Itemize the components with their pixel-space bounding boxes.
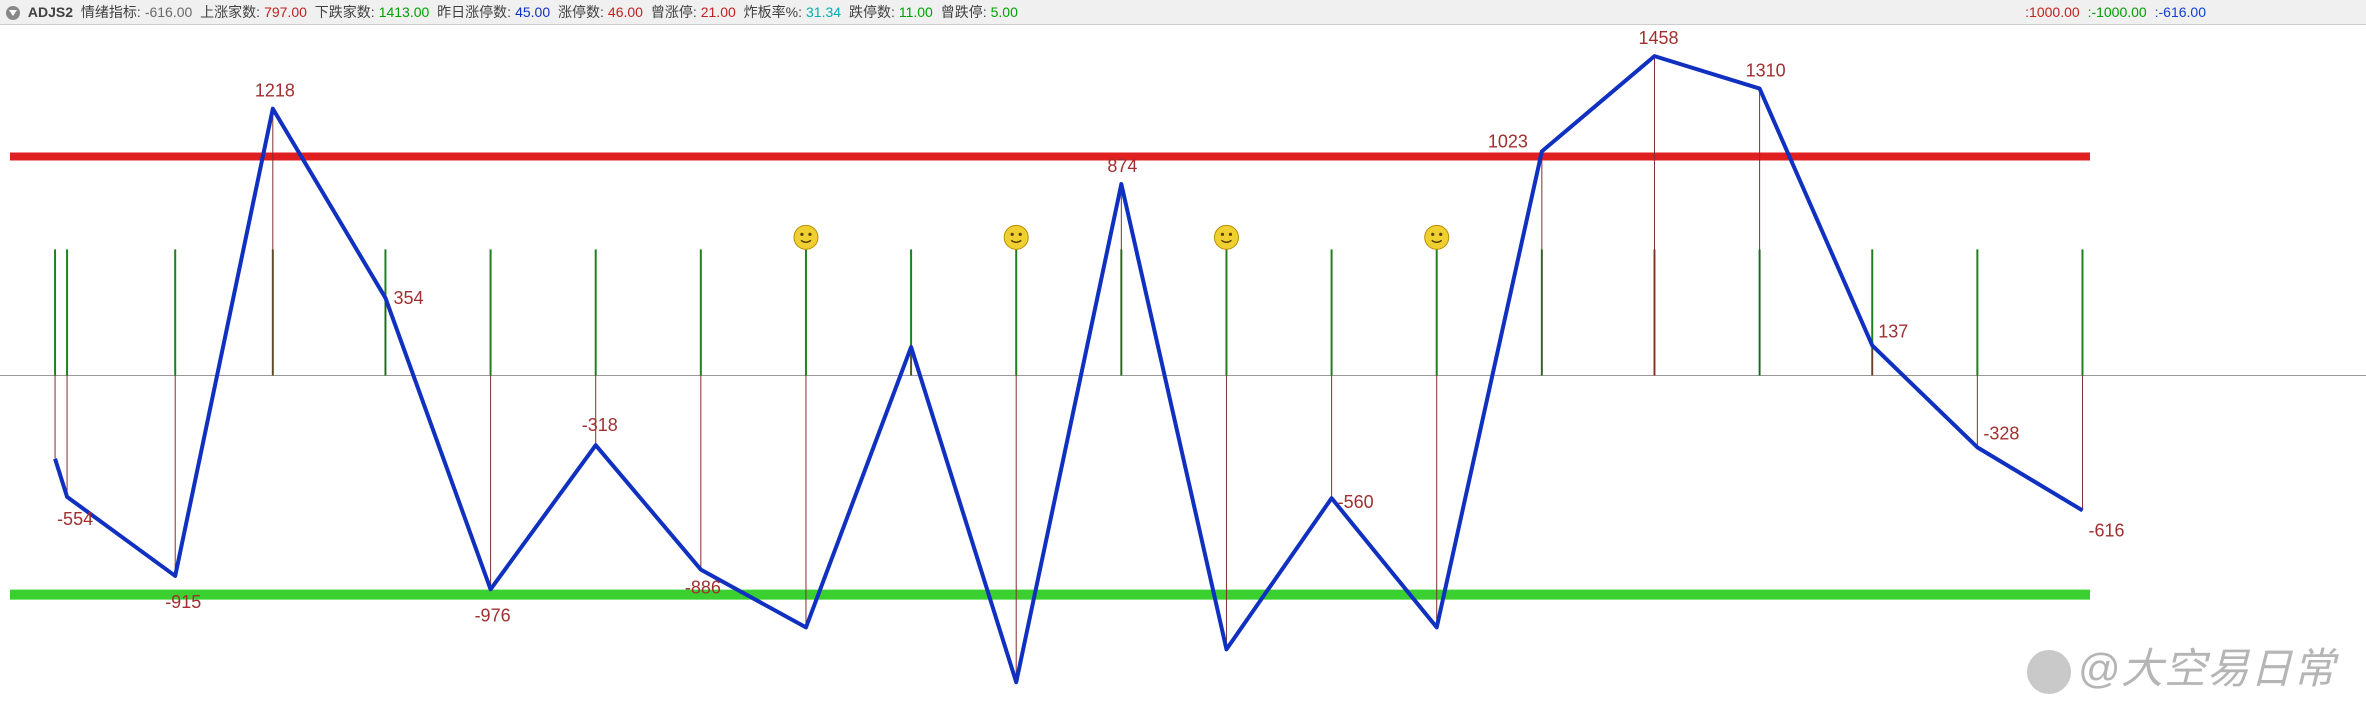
- header-field-value: 31.34: [806, 4, 841, 20]
- header-field-label: 涨停数:: [554, 4, 604, 20]
- header-field-label: 曾涨停:: [647, 4, 697, 20]
- indicator-header: ADJS2 情绪指标:-616.00 上涨家数:797.00 下跌家数:1413…: [0, 0, 2366, 25]
- sentiment-chart: -554 -915 1218 354 -976 -318 -886 874 -560 1023 14…: [0, 25, 2366, 726]
- header-left-group: ADJS2 情绪指标:-616.00 上涨家数:797.00 下跌家数:1413…: [6, 4, 1026, 20]
- header-right-value: :-616.00: [2155, 4, 2206, 20]
- data-point-label: -976: [475, 605, 511, 625]
- data-point-label: -616: [2088, 520, 2124, 540]
- header-field-value: 5.00: [991, 4, 1018, 20]
- header-field-value: 1413.00: [379, 4, 430, 20]
- header-field-label: 炸板率%:: [740, 4, 802, 20]
- header-field-label: 情绪指标:: [81, 4, 141, 20]
- data-point-label: 1310: [1746, 61, 1786, 81]
- header-field-label: 昨日涨停数:: [433, 4, 511, 20]
- header-field-value: 797.00: [264, 4, 307, 20]
- watermark: @大空易日常: [2027, 635, 2336, 696]
- header-field-value: 21.00: [701, 4, 736, 20]
- data-point-label: -328: [1983, 423, 2019, 443]
- header-field-label: 上涨家数:: [196, 4, 260, 20]
- smiley-icon: [1004, 225, 1028, 249]
- header-field-label: 下跌家数:: [311, 4, 375, 20]
- header-field-value: 46.00: [608, 4, 643, 20]
- header-field-value: -616.00: [145, 4, 192, 20]
- data-point-label: -560: [1338, 492, 1374, 512]
- data-point-label: -554: [57, 509, 93, 529]
- data-point-label: 874: [1107, 156, 1137, 176]
- smiley-icon: [1214, 225, 1238, 249]
- data-point-label: -915: [165, 592, 201, 612]
- header-field-label: 曾跌停:: [937, 4, 987, 20]
- data-point-label: 1023: [1488, 131, 1528, 151]
- smiley-icon: [794, 225, 818, 249]
- header-right-value: :-1000.00: [2088, 4, 2151, 20]
- data-point-label: -318: [582, 415, 618, 435]
- data-point-label: 354: [393, 288, 423, 308]
- header-field-label: 跌停数:: [845, 4, 895, 20]
- symbol-name: ADJS2: [28, 4, 73, 20]
- header-right-group: :1000.00 :-1000.00 :-616.00: [2021, 0, 2206, 24]
- data-point-label: 1218: [255, 81, 295, 101]
- header-field-value: 11.00: [899, 4, 933, 20]
- header-right-value: :1000.00: [2025, 4, 2083, 20]
- data-point-label: -886: [685, 578, 721, 598]
- header-field-value: 45.00: [515, 4, 550, 20]
- watermark-logo-icon: [2027, 650, 2071, 694]
- smiley-icon: [1425, 225, 1449, 249]
- data-point-label: 1458: [1638, 28, 1678, 48]
- chevron-down-icon[interactable]: [6, 6, 20, 20]
- data-point-label: 137: [1878, 321, 1908, 341]
